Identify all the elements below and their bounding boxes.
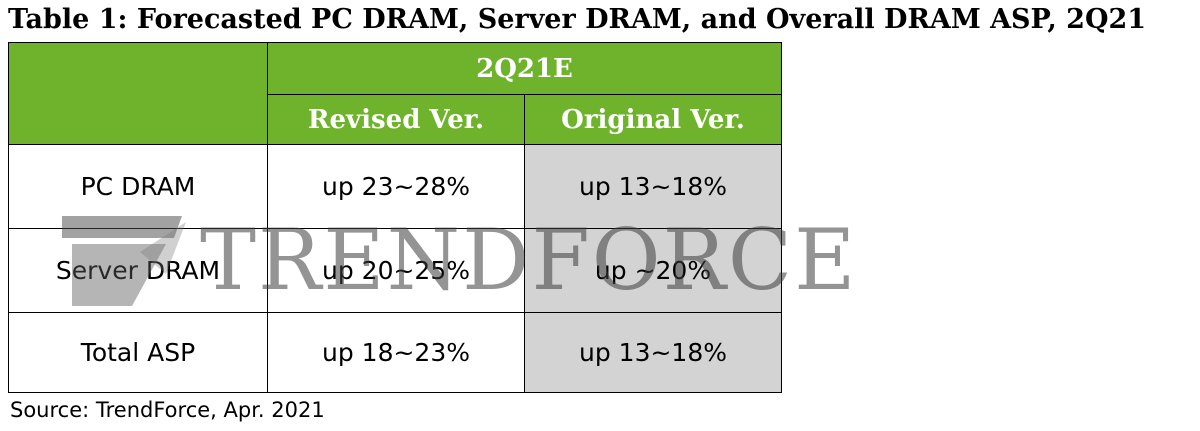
- dram-asp-table: 2Q21E Revised Ver. Original Ver. PC DRAM…: [8, 42, 782, 393]
- original-value: up ~20%: [524, 228, 782, 313]
- header-blank-cell: [8, 42, 268, 145]
- original-header: Original Ver.: [524, 94, 782, 145]
- revised-value: up 23~28%: [267, 144, 525, 229]
- revised-value: up 18~23%: [267, 312, 525, 393]
- original-value: up 13~18%: [524, 144, 782, 229]
- table-row: Total ASP up 18~23% up 13~18%: [8, 312, 782, 393]
- table-row: Server DRAM up 20~25% up ~20%: [8, 228, 782, 313]
- table-title: Table 1: Forecasted PC DRAM, Server DRAM…: [8, 4, 1147, 35]
- original-value: up 13~18%: [524, 312, 782, 393]
- row-label: PC DRAM: [8, 144, 268, 229]
- source-note: Source: TrendForce, Apr. 2021: [10, 398, 325, 422]
- row-label: Total ASP: [8, 312, 268, 393]
- table-row: PC DRAM up 23~28% up 13~18%: [8, 144, 782, 229]
- revised-value: up 20~25%: [267, 228, 525, 313]
- row-label: Server DRAM: [8, 228, 268, 313]
- revised-header: Revised Ver.: [267, 94, 525, 145]
- period-header: 2Q21E: [267, 42, 782, 95]
